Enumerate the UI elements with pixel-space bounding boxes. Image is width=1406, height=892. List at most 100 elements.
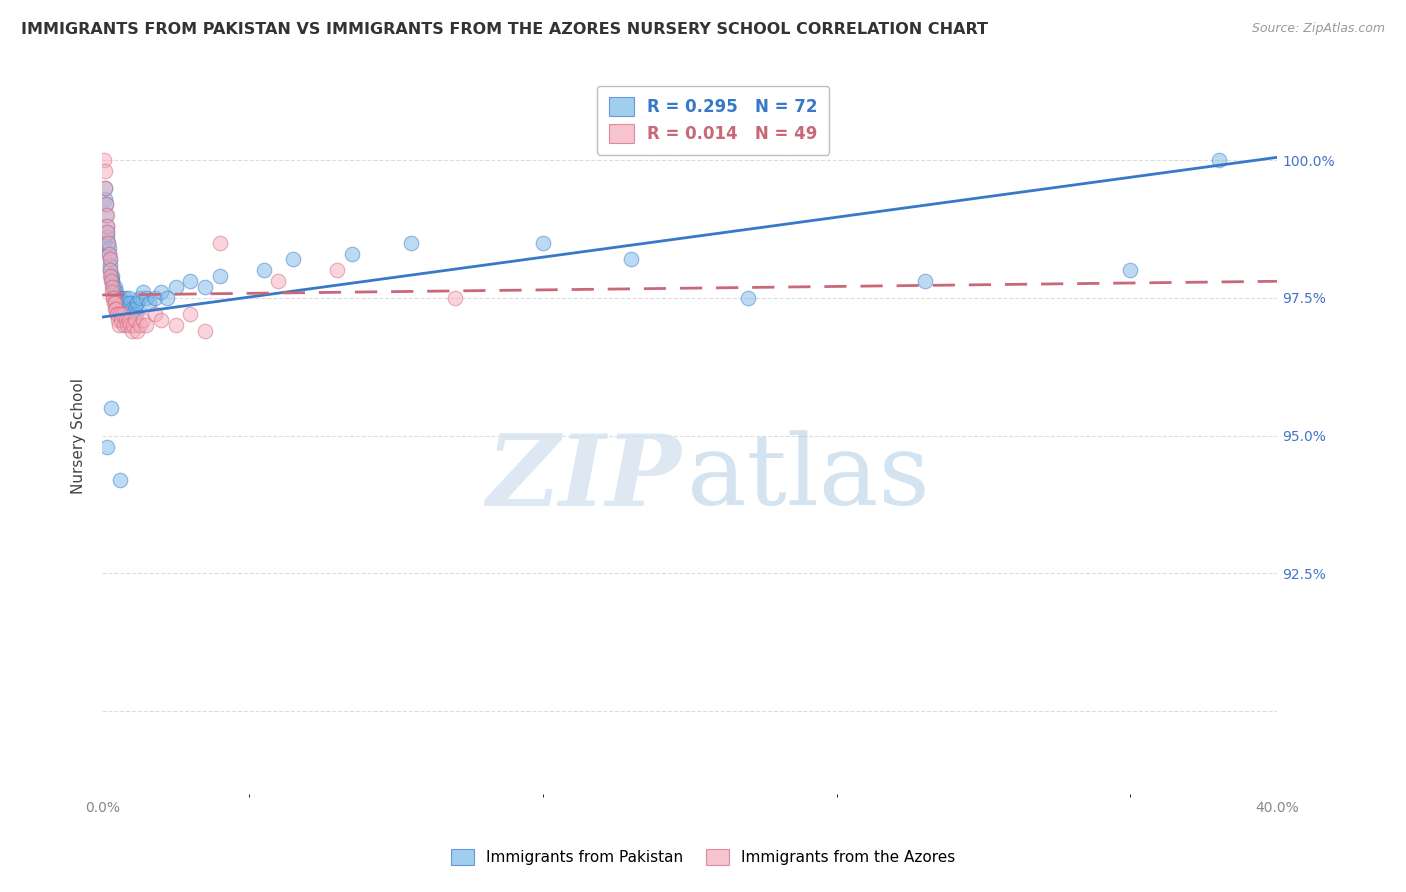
Text: atlas: atlas xyxy=(688,431,931,526)
Point xyxy=(114,291,136,305)
Point xyxy=(104,291,127,305)
Point xyxy=(101,274,124,288)
Point xyxy=(138,296,160,310)
Point xyxy=(94,197,117,211)
Point xyxy=(120,296,142,310)
Point xyxy=(108,318,131,333)
Point xyxy=(100,280,122,294)
Point xyxy=(96,225,118,239)
Point xyxy=(194,280,217,294)
Point xyxy=(103,296,125,310)
Y-axis label: Nursery School: Nursery School xyxy=(72,377,86,493)
Point xyxy=(111,307,134,321)
Point xyxy=(124,301,146,316)
Point xyxy=(443,291,465,305)
Text: IMMIGRANTS FROM PAKISTAN VS IMMIGRANTS FROM THE AZORES NURSERY SCHOOL CORRELATIO: IMMIGRANTS FROM PAKISTAN VS IMMIGRANTS F… xyxy=(21,22,988,37)
Point xyxy=(105,285,128,300)
Point xyxy=(107,296,129,310)
Point xyxy=(149,313,172,327)
Point xyxy=(103,296,125,310)
Point xyxy=(115,296,138,310)
Point xyxy=(100,263,122,277)
Point xyxy=(98,258,121,272)
Point xyxy=(165,280,187,294)
Point xyxy=(105,291,128,305)
Point xyxy=(108,291,131,305)
Point xyxy=(737,291,759,305)
Point xyxy=(112,301,135,316)
Point xyxy=(104,301,127,316)
Point xyxy=(117,301,139,316)
Point xyxy=(127,296,149,310)
Point xyxy=(112,318,135,333)
Point xyxy=(283,252,305,267)
Point xyxy=(620,252,643,267)
Point xyxy=(97,235,120,250)
Point xyxy=(326,263,349,277)
Point xyxy=(105,301,128,316)
Point xyxy=(96,208,118,222)
Point xyxy=(107,296,129,310)
Point xyxy=(340,246,363,260)
Point xyxy=(114,313,136,327)
Point xyxy=(194,324,217,338)
Point xyxy=(253,263,276,277)
Point xyxy=(118,313,141,327)
Point xyxy=(132,313,155,327)
Point xyxy=(125,307,148,321)
Legend: Immigrants from Pakistan, Immigrants from the Azores: Immigrants from Pakistan, Immigrants fro… xyxy=(444,843,962,871)
Point xyxy=(107,313,129,327)
Point xyxy=(112,296,135,310)
Point xyxy=(111,301,134,316)
Point xyxy=(98,246,121,260)
Point xyxy=(100,268,122,283)
Point xyxy=(100,268,122,283)
Point xyxy=(156,291,179,305)
Point xyxy=(107,307,129,321)
Point xyxy=(103,280,125,294)
Point xyxy=(129,291,152,305)
Point xyxy=(96,440,118,454)
Point xyxy=(101,285,124,300)
Point xyxy=(96,219,118,234)
Point xyxy=(121,301,143,316)
Point xyxy=(127,324,149,338)
Point xyxy=(179,274,201,288)
Point xyxy=(96,219,118,234)
Point xyxy=(531,235,554,250)
Point xyxy=(110,301,132,316)
Point xyxy=(399,235,422,250)
Point xyxy=(93,164,115,178)
Point xyxy=(94,197,117,211)
Point xyxy=(103,291,125,305)
Point xyxy=(93,153,115,167)
Point xyxy=(914,274,936,288)
Point xyxy=(103,280,125,294)
Point xyxy=(110,296,132,310)
Point xyxy=(98,252,121,267)
Point xyxy=(129,318,152,333)
Point xyxy=(208,268,231,283)
Point xyxy=(165,318,187,333)
Point xyxy=(108,291,131,305)
Point xyxy=(105,307,128,321)
Point xyxy=(105,291,128,305)
Point xyxy=(96,230,118,244)
Point xyxy=(94,180,117,194)
Point xyxy=(110,313,132,327)
Point xyxy=(100,268,122,283)
Point xyxy=(122,307,145,321)
Point xyxy=(93,235,115,250)
Point xyxy=(149,285,172,300)
Point xyxy=(1119,263,1142,277)
Point xyxy=(97,246,120,260)
Point xyxy=(115,318,138,333)
Point xyxy=(135,291,157,305)
Point xyxy=(208,235,231,250)
Point xyxy=(1208,153,1230,167)
Point xyxy=(179,307,201,321)
Point xyxy=(101,274,124,288)
Text: ZIP: ZIP xyxy=(486,430,682,527)
Point xyxy=(120,318,142,333)
Point xyxy=(97,235,120,250)
